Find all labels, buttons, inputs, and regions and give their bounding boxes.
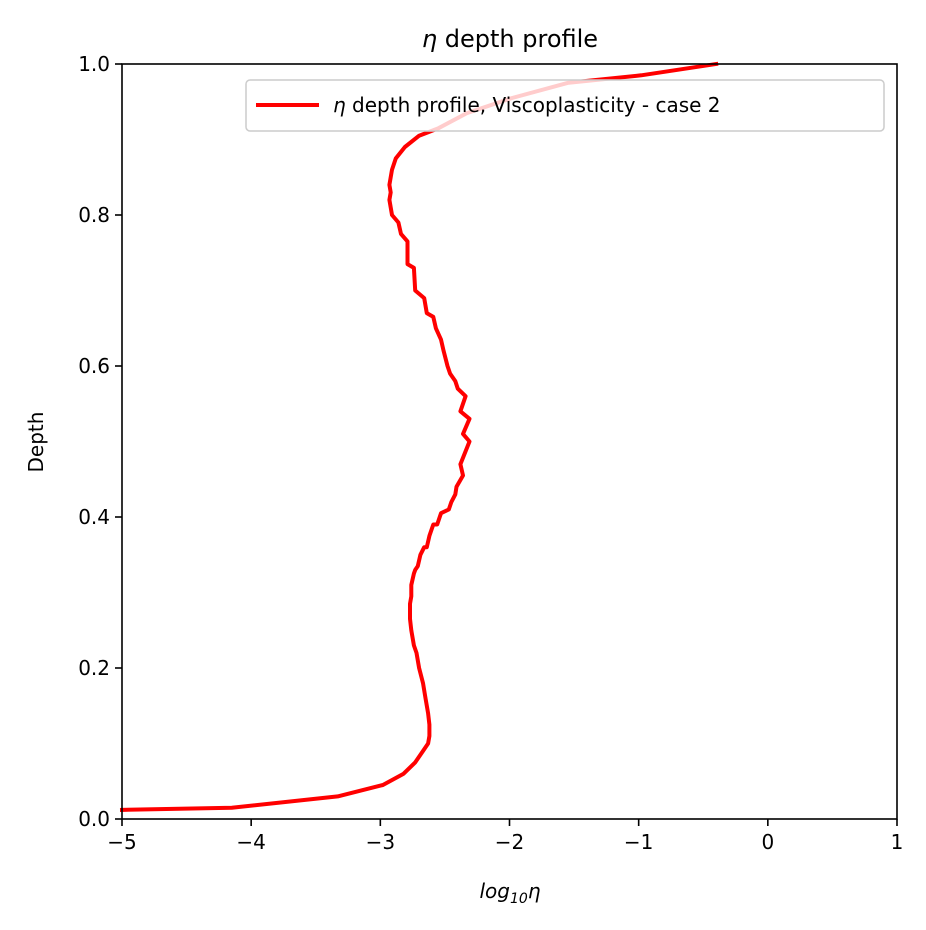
legend-frame (245, 79, 885, 132)
y-tick-label: 0.2 (78, 656, 110, 680)
x-axis-label: log10η (479, 879, 540, 907)
chart-title-symbol: η (422, 25, 437, 53)
y-axis-label: Depth (24, 412, 48, 473)
y-tick-label: 0.6 (78, 354, 110, 378)
x-axis-label-symbol: η (528, 879, 541, 903)
x-tick-label: 0 (761, 830, 774, 854)
legend: η depth profile, Viscoplasticity - case … (245, 79, 885, 132)
x-tick-label: 1 (891, 830, 904, 854)
y-tick-label: 1.0 (78, 52, 110, 76)
chart-title-text: depth profile (437, 25, 598, 53)
legend-label-symbol: η (333, 93, 346, 117)
x-tick-label: −4 (236, 830, 265, 854)
legend-label-text: depth profile, Viscoplasticity - case 2 (346, 93, 721, 117)
x-axis-label-base: log (479, 879, 510, 903)
x-tick-label: −5 (107, 830, 136, 854)
x-axis-ticks: −5 −4 −3 −2 −1 0 1 (107, 819, 903, 854)
legend-label: η depth profile, Viscoplasticity - case … (333, 93, 721, 117)
chart-title: η depth profile (422, 25, 598, 53)
x-tick-label: −3 (366, 830, 395, 854)
y-axis-ticks: 0.0 0.2 0.4 0.6 0.8 1.0 (78, 52, 122, 831)
series-line (119, 61, 719, 812)
x-tick-label: −1 (624, 830, 653, 854)
y-tick-label: 0.8 (78, 203, 110, 227)
x-axis-label-subscript: 10 (510, 891, 528, 907)
x-tick-label: −2 (495, 830, 524, 854)
y-tick-label: 0.0 (78, 807, 110, 831)
y-tick-label: 0.4 (78, 505, 110, 529)
